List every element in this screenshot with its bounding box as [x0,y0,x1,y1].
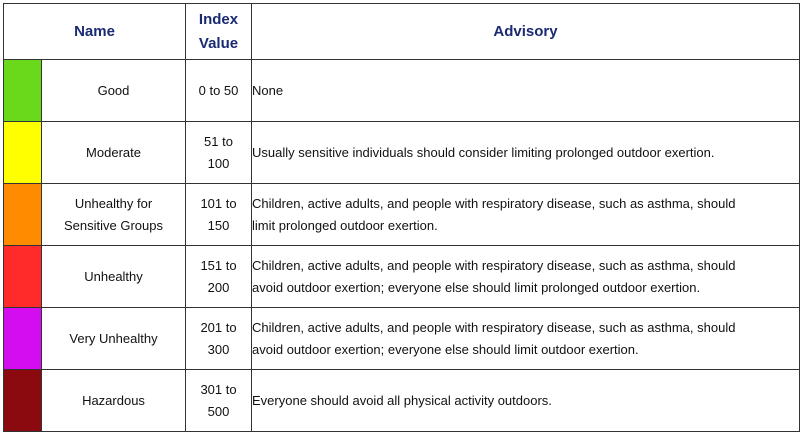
advisory-text-line: avoid outdoor exertion; everyone else sh… [252,341,639,357]
header-row: Name Index Value Advisory [2,3,801,60]
table-row: Very Unhealthy 201 to 300 Children, active … [3,307,801,370]
category-name: Moderate [40,121,187,184]
advisory-text-line: Children, active adults, and people with… [252,257,736,273]
category-color-swatch [3,59,42,122]
table-row: Unhealthy for Sensitive Groups 101 to 150 Ch… [3,183,801,246]
advisory-text: Children, active adults, and people with… [251,307,801,370]
index-range: 101 to 150 [185,183,253,246]
index-range-line: 201 to [200,319,237,335]
advisory-text: Usually sensitive individuals should con… [251,121,801,184]
category-name-line: Hazardous [82,392,145,408]
advisory-text-line: Children, active adults, and people with… [252,319,736,335]
index-range-line: 500 [207,403,230,419]
header-index-line2: Value [198,34,239,52]
category-name-line: Very Unhealthy [69,330,158,346]
advisory-text-line: Usually sensitive individuals should con… [252,144,715,160]
index-range: 51 to 100 [185,121,253,184]
aqi-table-body: Good 0 to 50 None Moderate 51 to 100 Usually s… [3,59,801,432]
category-name: Very Unhealthy [40,307,187,370]
table-row: Unhealthy 151 to 200 Children, active adult… [3,245,801,308]
index-range-line: 151 to [200,257,237,273]
category-color-swatch [3,369,42,432]
index-range-line: 301 to [200,381,237,397]
index-range: 301 to 500 [185,369,253,432]
advisory-text-line: None [252,82,284,98]
header-advisory: Advisory [251,3,801,60]
index-range-line: 0 to 50 [198,82,239,98]
table-row: Hazardous 301 to 500 Everyone should avoid … [3,369,801,432]
category-name-line: Sensitive Groups [64,217,163,233]
category-name: Good [40,59,187,122]
advisory-text: None [251,59,801,122]
advisory-text: Everyone should avoid all physical activ… [251,369,801,432]
category-name-line: Moderate [86,144,141,160]
index-range: 201 to 300 [185,307,253,370]
category-name-line: Good [97,82,130,98]
index-range-line: 100 [207,155,230,171]
index-range: 0 to 50 [185,59,253,122]
advisory-text-line: Everyone should avoid all physical activ… [252,392,552,408]
index-range-line: 200 [207,279,230,295]
index-range-line: 300 [207,341,230,357]
category-name: Unhealthy [40,245,187,308]
category-name: Unhealthy for Sensitive Groups [40,183,187,246]
advisory-text: Children, active adults, and people with… [251,183,801,246]
category-name-line: Unhealthy for [74,195,153,211]
category-color-swatch [3,307,42,370]
header-index-line1: Index [198,10,239,28]
category-color-swatch [3,245,42,308]
category-color-swatch [3,183,42,246]
index-range-line: 101 to [200,195,237,211]
advisory-text-line: Children, active adults, and people with… [252,195,736,211]
table-row: Moderate 51 to 100 Usually sensitive indivi… [3,121,801,184]
header-index-value: Index Value [185,3,253,60]
index-range-line: 51 to [204,133,233,149]
advisory-text-line: limit prolonged outdoor exertion. [252,217,438,233]
index-range-line: 150 [207,217,230,233]
header-name: Name [2,3,187,60]
category-name-line: Unhealthy [84,268,143,284]
advisory-text: Children, active adults, and people with… [251,245,801,308]
aqi-table: Name Index Value Advisory Good 0 to 50 Non… [2,3,801,432]
table-row: Good 0 to 50 None [3,59,801,122]
category-color-swatch [3,121,42,184]
category-name: Hazardous [40,369,187,432]
index-range: 151 to 200 [185,245,253,308]
advisory-text-line: avoid outdoor exertion; everyone else sh… [252,279,701,295]
